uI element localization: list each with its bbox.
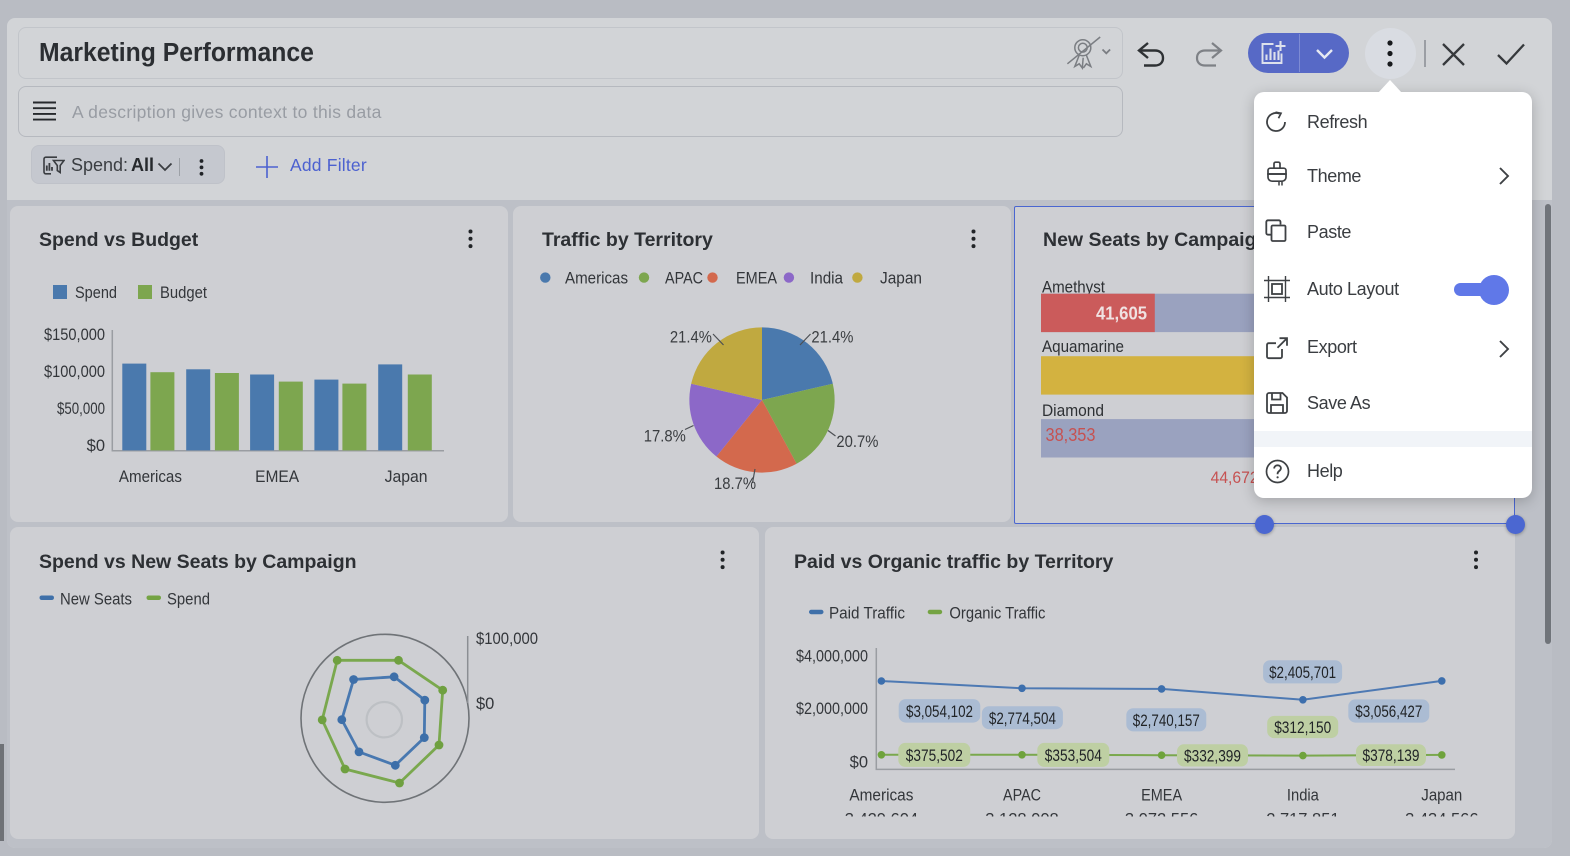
svg-text:$100,000: $100,000 bbox=[44, 363, 105, 381]
svg-text:$3,056,427: $3,056,427 bbox=[1355, 703, 1422, 721]
svg-text:$375,502: $375,502 bbox=[906, 747, 963, 765]
svg-text:$50,000: $50,000 bbox=[57, 400, 105, 418]
svg-text:India: India bbox=[810, 270, 844, 288]
svg-text:Japan: Japan bbox=[1421, 787, 1462, 805]
svg-text:New Seats by Campaign: New Seats by Campaign bbox=[1043, 229, 1268, 251]
svg-text:Japan: Japan bbox=[880, 270, 922, 288]
svg-text:APAC: APAC bbox=[1003, 787, 1041, 805]
svg-text:Paid vs Organic traffic by Ter: Paid vs Organic traffic by Territory bbox=[794, 551, 1113, 573]
svg-text:3,072,556: 3,072,556 bbox=[1125, 811, 1198, 829]
svg-text:$4,000,000: $4,000,000 bbox=[796, 648, 868, 666]
svg-text:3,434,566: 3,434,566 bbox=[1405, 811, 1478, 829]
svg-text:Americas: Americas bbox=[849, 787, 913, 805]
svg-text:Budget: Budget bbox=[160, 284, 207, 302]
svg-text:Traffic by Territory: Traffic by Territory bbox=[542, 229, 713, 251]
svg-text:$2,774,504: $2,774,504 bbox=[989, 710, 1056, 728]
svg-text:$100,000: $100,000 bbox=[476, 630, 538, 648]
svg-text:APAC: APAC bbox=[665, 270, 703, 288]
svg-text:EMEA: EMEA bbox=[255, 468, 299, 486]
svg-text:2,717,851: 2,717,851 bbox=[1266, 811, 1339, 829]
svg-text:$150,000: $150,000 bbox=[44, 326, 105, 344]
svg-text:$312,150: $312,150 bbox=[1274, 719, 1331, 737]
svg-text:$3,054,102: $3,054,102 bbox=[906, 703, 973, 721]
svg-text:$0: $0 bbox=[850, 753, 868, 771]
svg-text:EMEA: EMEA bbox=[1141, 787, 1182, 805]
svg-text:41,605: 41,605 bbox=[1096, 304, 1147, 324]
svg-text:21.4%: 21.4% bbox=[670, 329, 712, 347]
svg-text:$378,139: $378,139 bbox=[1363, 747, 1420, 765]
svg-text:$2,405,701: $2,405,701 bbox=[1269, 664, 1336, 682]
svg-text:Japan: Japan bbox=[385, 468, 428, 486]
svg-text:Organic Traffic: Organic Traffic bbox=[949, 605, 1045, 623]
svg-text:Diamond: Diamond bbox=[1042, 402, 1104, 420]
svg-text:$353,504: $353,504 bbox=[1045, 747, 1102, 765]
svg-text:3,429,604: 3,429,604 bbox=[845, 811, 918, 829]
svg-text:EMEA: EMEA bbox=[736, 270, 777, 288]
svg-text:Aquamarine: Aquamarine bbox=[1042, 338, 1124, 356]
svg-text:18.7%: 18.7% bbox=[714, 475, 756, 493]
svg-text:India: India bbox=[1287, 787, 1320, 805]
svg-text:Spend vs New Seats by Campaign: Spend vs New Seats by Campaign bbox=[39, 551, 357, 573]
svg-text:44,672: 44,672 bbox=[1211, 469, 1259, 487]
svg-text:Spend: Spend bbox=[167, 591, 210, 609]
svg-text:$332,399: $332,399 bbox=[1184, 747, 1241, 765]
svg-text:$0: $0 bbox=[476, 695, 494, 713]
svg-text:Spend: Spend bbox=[75, 284, 117, 302]
svg-text:17.8%: 17.8% bbox=[644, 427, 686, 445]
svg-text:21.4%: 21.4% bbox=[811, 329, 853, 347]
svg-text:$2,740,157: $2,740,157 bbox=[1133, 712, 1200, 730]
svg-text:38,353: 38,353 bbox=[1046, 425, 1096, 445]
svg-text:Paid Traffic: Paid Traffic bbox=[829, 605, 905, 623]
svg-text:$2,000,000: $2,000,000 bbox=[796, 700, 868, 718]
svg-text:$0: $0 bbox=[87, 437, 105, 455]
svg-text:Spend vs Budget: Spend vs Budget bbox=[39, 229, 199, 251]
svg-text:Americas: Americas bbox=[565, 270, 628, 288]
svg-text:Amethyst: Amethyst bbox=[1042, 279, 1105, 297]
svg-text:New Seats: New Seats bbox=[60, 591, 132, 609]
svg-text:20.7%: 20.7% bbox=[836, 433, 878, 451]
svg-text:3,128,008: 3,128,008 bbox=[985, 811, 1058, 829]
svg-text:Americas: Americas bbox=[119, 468, 182, 486]
